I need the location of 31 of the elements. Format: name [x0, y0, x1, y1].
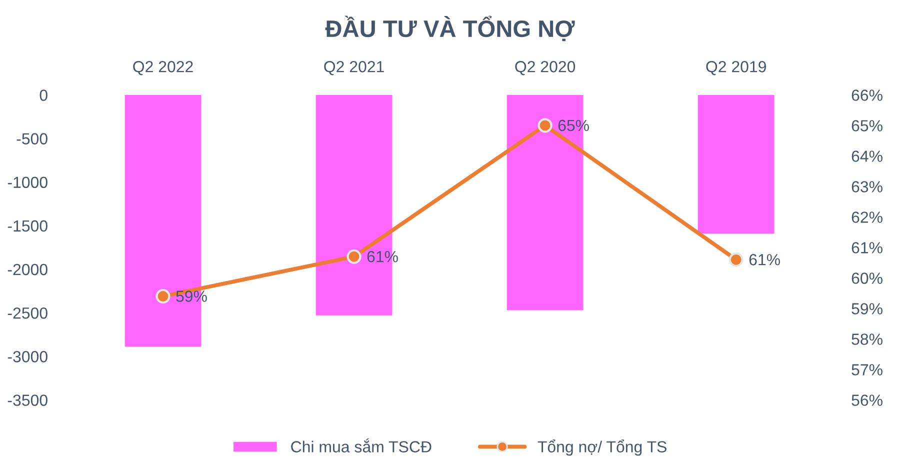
point [538, 118, 552, 133]
x-tick-label: Q2 2021 [324, 61, 384, 76]
y2-tick-label: 56% [852, 394, 882, 406]
y-tick-label: -2500 [8, 307, 48, 319]
y2-tick-label: 65% [852, 120, 882, 132]
data-label: 61% [749, 254, 780, 266]
point [346, 249, 362, 264]
point [728, 252, 744, 267]
y2-tick-label: 58% [852, 334, 882, 345]
y-tick-label: -3000 [8, 351, 48, 362]
y2-tick-label: 59% [852, 303, 882, 314]
legend-label: Chi mua sắm TSCĐ [291, 438, 432, 452]
y2-tick-label: 63% [852, 181, 882, 192]
y-tick-label: -2000 [8, 264, 48, 276]
y2-tick-label: 64% [852, 150, 882, 162]
y-tick-label: -1000 [8, 176, 48, 188]
y-tick-label: 0 [40, 90, 48, 101]
y2-tick-label: 60% [852, 272, 882, 284]
y-tick-label: -1500 [8, 220, 48, 232]
chart-title: ĐẦU TƯ VÀ TỔNG NỢ [325, 16, 575, 42]
x-tick-label: Q2 2022 [133, 61, 193, 76]
y2-tick-label: 57% [852, 364, 882, 376]
x-tick-label: Q2 2019 [706, 61, 766, 76]
y-tick-label: -500 [16, 133, 48, 144]
y2-tick-label: 61% [852, 242, 882, 254]
x-tick-label: Q2 2020 [515, 61, 576, 76]
point [156, 288, 170, 304]
y2-tick-label: 62% [852, 212, 882, 223]
legend-label: Tổng nợ/ Tổng TS [538, 439, 666, 456]
y2-tick-label: 66% [852, 90, 882, 101]
y-tick-label: -3500 [8, 394, 48, 406]
